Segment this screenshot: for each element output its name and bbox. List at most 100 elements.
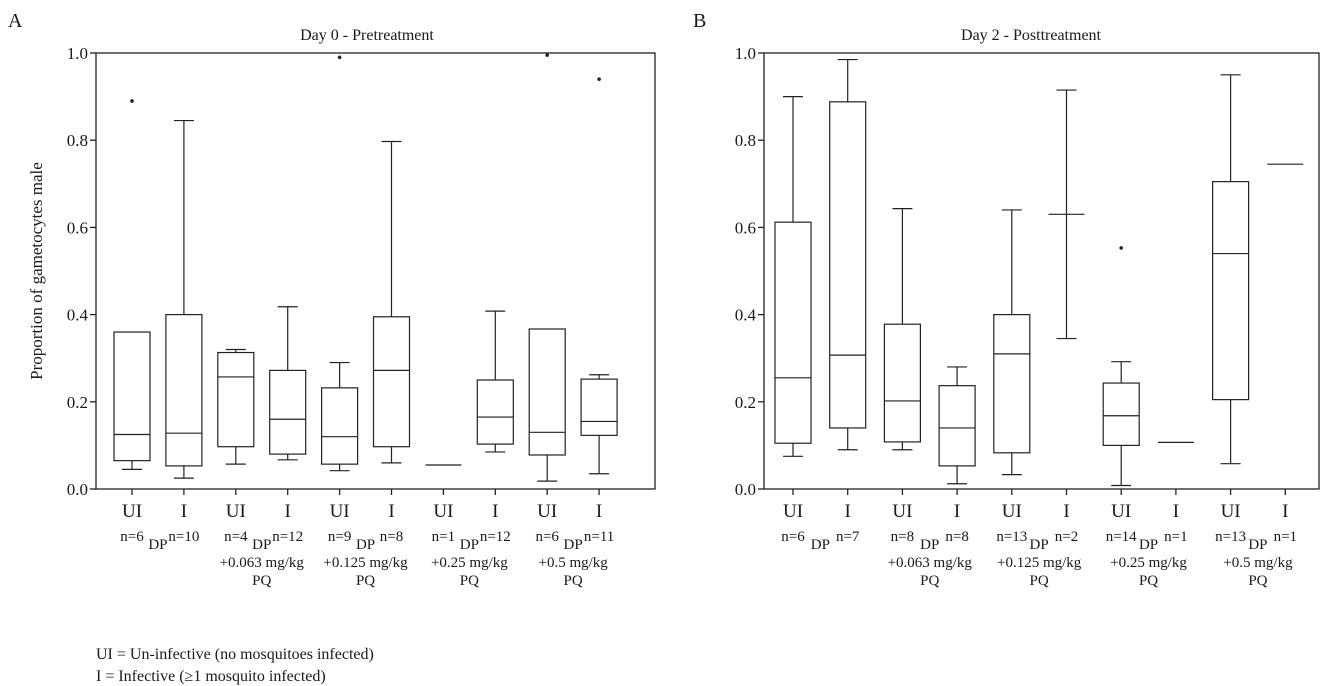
group-label-b: PQ xyxy=(1030,573,1049,589)
y-tick-label-a: 0.8 xyxy=(67,131,88,150)
x-axis-a: UI n=6 In=10 UI n=4 In=12 UI n=9 In=8 UI n=1 In=12 U… xyxy=(120,489,614,545)
group-label-a: DP xyxy=(460,537,479,553)
x-n-label-b: n=14 xyxy=(1106,529,1137,545)
chart-title-b: Day 2 - Posttreatment xyxy=(961,27,1102,44)
x-n-label-b: n=8 xyxy=(945,529,968,545)
group-label-a: DP xyxy=(564,537,583,553)
outlier-point xyxy=(597,77,601,81)
box-a xyxy=(217,348,255,465)
box-iqr xyxy=(1102,382,1140,447)
x-n-label-b: n=2 xyxy=(1055,529,1078,545)
y-tick-label-b: 0.2 xyxy=(735,393,756,412)
x-n-label-a: n=6 xyxy=(120,529,144,545)
group-label-a: +0.063 mg/kg xyxy=(220,555,305,571)
group-label-b: +0.063 mg/kg xyxy=(888,555,973,571)
box-b xyxy=(1048,89,1085,340)
x-category-label-a: UI xyxy=(433,501,453,522)
x-category-label-a: I xyxy=(596,501,602,522)
group-label-a: +0.125 mg/kg xyxy=(323,555,408,571)
x-n-label-b: n=1 xyxy=(1164,529,1187,545)
x-category-label-b: UI xyxy=(783,501,803,522)
group-label-a: DP xyxy=(252,537,271,553)
group-label-b: +0.125 mg/kg xyxy=(997,555,1082,571)
group-label-b: PQ xyxy=(920,573,939,589)
y-tick-label-b: 0.4 xyxy=(735,306,757,325)
x-category-label-a: UI xyxy=(537,501,557,522)
y-tick-label-b: 0.6 xyxy=(735,218,756,237)
x-category-label-a: I xyxy=(388,501,394,522)
box-iqr xyxy=(321,387,359,465)
box-iqr xyxy=(528,328,566,456)
box-a xyxy=(528,53,566,482)
group-label-b: DP xyxy=(1030,537,1049,553)
x-category-label-a: UI xyxy=(330,501,350,522)
y-tick-label-b: 0.8 xyxy=(735,131,756,150)
box-iqr xyxy=(1211,181,1250,401)
x-n-label-b: n=7 xyxy=(836,529,860,545)
box-series-a xyxy=(113,53,618,482)
group-label-a: PQ xyxy=(252,573,271,589)
x-n-label-b: n=13 xyxy=(996,529,1027,545)
group-label-b: PQ xyxy=(1139,573,1158,589)
box-b xyxy=(1211,74,1250,465)
box-iqr xyxy=(938,385,976,467)
panel-b: B Day 2 - Posttreatment 0.0 0.2 0.4 0.6 0.8 1… xyxy=(693,10,1320,589)
y-tick-label-b: 0.0 xyxy=(735,480,756,499)
y-axis-b: 0.0 0.2 0.4 0.6 0.8 1.0 xyxy=(735,44,764,499)
x-category-label-a: I xyxy=(492,501,498,522)
x-n-label-b: n=1 xyxy=(1274,529,1297,545)
x-n-label-a: n=12 xyxy=(272,529,303,545)
x-n-label-a: n=9 xyxy=(328,529,351,545)
outlier-point xyxy=(130,99,134,103)
x-category-label-b: UI xyxy=(1221,501,1241,522)
x-category-label-a: UI xyxy=(226,501,246,522)
group-labels-a: DP DP +0.063 mg/kg PQ DP +0.125 mg/kg PQ DP +0.2… xyxy=(148,537,608,589)
box-iqr xyxy=(217,351,255,448)
group-label-a: +0.25 mg/kg xyxy=(431,555,508,571)
box-iqr xyxy=(774,221,812,444)
box-a xyxy=(321,55,359,472)
x-category-label-a: I xyxy=(285,501,291,522)
box-b xyxy=(774,95,812,457)
group-label-a: PQ xyxy=(564,573,583,589)
group-label-b: DP xyxy=(1248,537,1267,553)
outlier-point xyxy=(545,53,549,57)
box-iqr xyxy=(269,369,307,455)
x-category-label-b: I xyxy=(845,501,851,522)
box-iqr xyxy=(165,314,203,467)
x-n-label-a: n=8 xyxy=(380,529,403,545)
box-b xyxy=(938,366,976,485)
box-b xyxy=(829,58,867,451)
box-iqr xyxy=(829,101,867,429)
x-category-label-b: UI xyxy=(892,501,912,522)
box-iqr xyxy=(580,378,618,436)
x-category-label-a: I xyxy=(181,501,187,522)
group-label-b: +0.5 mg/kg xyxy=(1223,555,1293,571)
chart-title-a: Day 0 - Pretreatment xyxy=(300,27,434,44)
box-iqr xyxy=(883,323,922,443)
box-a xyxy=(165,119,203,479)
group-label-a: PQ xyxy=(356,573,375,589)
box-a xyxy=(476,310,514,453)
legend-i: I = Infective (≥1 mosquito infected) xyxy=(96,668,326,685)
x-n-label-a: n=12 xyxy=(480,529,511,545)
group-label-a: DP xyxy=(356,537,375,553)
x-n-label-a: n=6 xyxy=(535,529,559,545)
box-a xyxy=(372,140,411,464)
group-label-b: PQ xyxy=(1248,573,1267,589)
panel-a: A Day 0 - Pretreatment 0.0 0.2 0.4 0.6 0.8 1.… xyxy=(8,10,656,589)
x-category-label-b: I xyxy=(954,501,960,522)
x-n-label-a: n=11 xyxy=(584,529,614,545)
box-iqr xyxy=(993,314,1031,454)
x-n-label-b: n=13 xyxy=(1215,529,1246,545)
x-category-label-b: I xyxy=(1282,501,1288,522)
box-iqr xyxy=(113,331,151,462)
y-tick-label-a: 0.4 xyxy=(67,306,89,325)
x-axis-b: UI n=6 In=7 UI n=8 In=8 UI n=13 In=2 UI n=14 In=1 UI… xyxy=(781,489,1297,545)
x-category-label-b: I xyxy=(1173,501,1179,522)
panel-label-b: B xyxy=(693,10,706,32)
x-n-label-a: n=4 xyxy=(224,529,248,545)
x-n-label-a: n=10 xyxy=(168,529,199,545)
group-label-b: DP xyxy=(920,537,939,553)
